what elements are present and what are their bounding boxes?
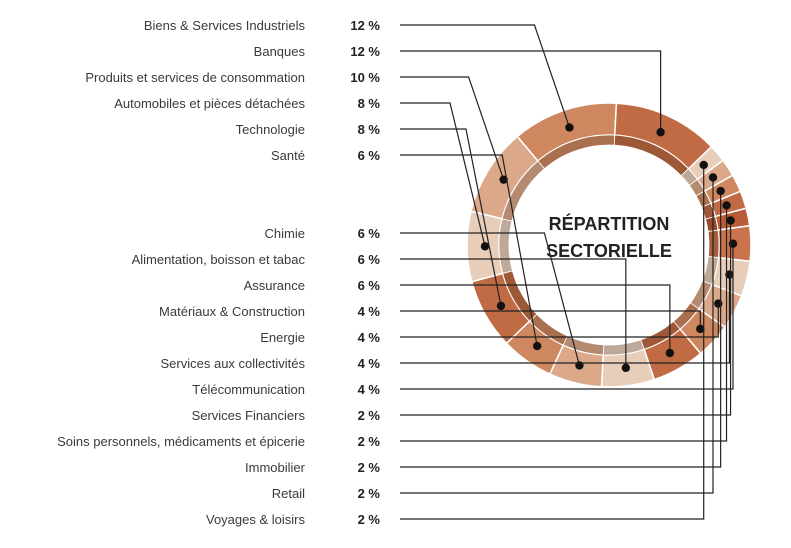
legend-value-energie: 4 % xyxy=(358,330,381,345)
leader-dot-services-aux-collectivites xyxy=(725,270,734,279)
leader-line-services-aux-collectivites xyxy=(400,274,731,364)
legend-value-services-aux-collectivites: 4 % xyxy=(358,356,381,371)
legend-value-telecommunication: 4 % xyxy=(358,382,381,397)
legend-value-sante: 6 % xyxy=(358,148,381,163)
inner-band-services-financiers xyxy=(705,216,719,232)
leader-line-assurance xyxy=(400,284,671,354)
legend-label-immobilier: Immobilier xyxy=(245,460,306,475)
leader-dot-technologie xyxy=(496,301,506,311)
legend-label-automobiles-et-pieces-detachees: Automobiles et pièces détachées xyxy=(114,96,305,111)
leader-line-energie xyxy=(400,303,719,338)
legend-label-telecommunication: Télécommunication xyxy=(192,382,305,397)
leader-dot-soins-personnels-medicaments-et-epicerie xyxy=(722,201,731,210)
leader-dot-voyages-loisirs xyxy=(699,160,708,170)
inner-band-automobiles-et-pieces-detachees xyxy=(498,218,513,274)
legend-value-automobiles-et-pieces-detachees: 8 % xyxy=(358,96,381,111)
legend-value-produits-et-services-de-consommation: 10 % xyxy=(350,70,380,85)
leader-dot-retail xyxy=(708,173,718,182)
legend-label-soins-personnels-medicaments-et-epicerie: Soins personnels, médicaments et épiceri… xyxy=(57,434,305,449)
leader-line-telecommunication xyxy=(400,243,734,390)
leader-line-voyages-loisirs xyxy=(400,164,705,520)
legend-value-soins-personnels-medicaments-et-epicerie: 2 % xyxy=(358,434,381,449)
legend-value-technologie: 8 % xyxy=(358,122,381,137)
legend-value-retail: 2 % xyxy=(358,486,381,501)
leader-line-chimie xyxy=(400,232,581,366)
chart-title-line-2: SECTORIELLE xyxy=(546,241,672,261)
legend-label-services-aux-collectivites: Services aux collectivités xyxy=(161,356,306,371)
legend-label-services-financiers: Services Financiers xyxy=(192,408,306,423)
leader-line-immobilier xyxy=(400,191,722,468)
chart-title-line-1: RÉPARTITION xyxy=(549,213,670,234)
legend-value-chimie: 6 % xyxy=(358,226,381,241)
legend-label-voyages-loisirs: Voyages & loisirs xyxy=(206,512,305,527)
legend-label-retail: Retail xyxy=(272,486,305,501)
leader-dot-assurance xyxy=(665,348,675,358)
leader-dot-materiaux-construction xyxy=(696,324,705,334)
leader-lines xyxy=(400,24,738,520)
leader-line-technologie xyxy=(400,128,502,306)
leader-line-materiaux-construction xyxy=(400,310,701,329)
leader-dot-automobiles-et-pieces-detachees xyxy=(480,242,490,251)
legend-value-banques: 12 % xyxy=(350,44,380,59)
legend-label-biens-services-industriels: Biens & Services Industriels xyxy=(144,18,306,33)
legend-label-chimie: Chimie xyxy=(265,226,305,241)
legend-value-alimentation-boisson-et-tabac: 6 % xyxy=(358,252,381,267)
legend-label-produits-et-services-de-consommation: Produits et services de consommation xyxy=(85,70,305,85)
leader-dot-alimentation-boisson-et-tabac xyxy=(621,363,631,373)
leader-line-biens-services-industriels xyxy=(400,24,571,128)
leader-line-retail xyxy=(400,177,714,494)
legend-label-assurance: Assurance xyxy=(244,278,305,293)
leader-line-produits-et-services-de-consommation xyxy=(400,76,505,180)
legend-label-banques: Banques xyxy=(254,44,306,59)
legend-value-immobilier: 2 % xyxy=(358,460,381,475)
legend-label-materiaux-construction: Matériaux & Construction xyxy=(159,304,305,319)
leader-line-services-financiers xyxy=(400,220,732,416)
leader-line-banques xyxy=(400,50,662,133)
legend-value-services-financiers: 2 % xyxy=(358,408,381,423)
leader-dot-services-financiers xyxy=(726,216,735,225)
leader-line-alimentation-boisson-et-tabac xyxy=(400,258,627,368)
leader-dot-sante xyxy=(532,341,542,351)
legend-value-assurance: 6 % xyxy=(358,278,381,293)
leader-dot-banques xyxy=(656,128,665,137)
legend-value-materiaux-construction: 4 % xyxy=(358,304,381,319)
legend-labels: Biens & Services Industriels 12 % Banques 1… xyxy=(57,18,380,527)
leader-line-automobiles-et-pieces-detachees xyxy=(400,102,486,247)
legend-label-technologie: Technologie xyxy=(236,122,305,137)
legend-label-energie: Energie xyxy=(260,330,305,345)
legend-label-sante: Santé xyxy=(271,148,305,163)
legend-value-voyages-loisirs: 2 % xyxy=(358,512,381,527)
legend-value-biens-services-industriels: 12 % xyxy=(350,18,380,33)
leader-line-sante xyxy=(400,154,538,347)
leader-dot-immobilier xyxy=(716,186,725,196)
legend-label-alimentation-boisson-et-tabac: Alimentation, boisson et tabac xyxy=(132,252,306,267)
leader-dot-biens-services-industriels xyxy=(565,123,574,132)
leader-line-soins-personnels-medicaments-et-epicerie xyxy=(400,205,728,442)
